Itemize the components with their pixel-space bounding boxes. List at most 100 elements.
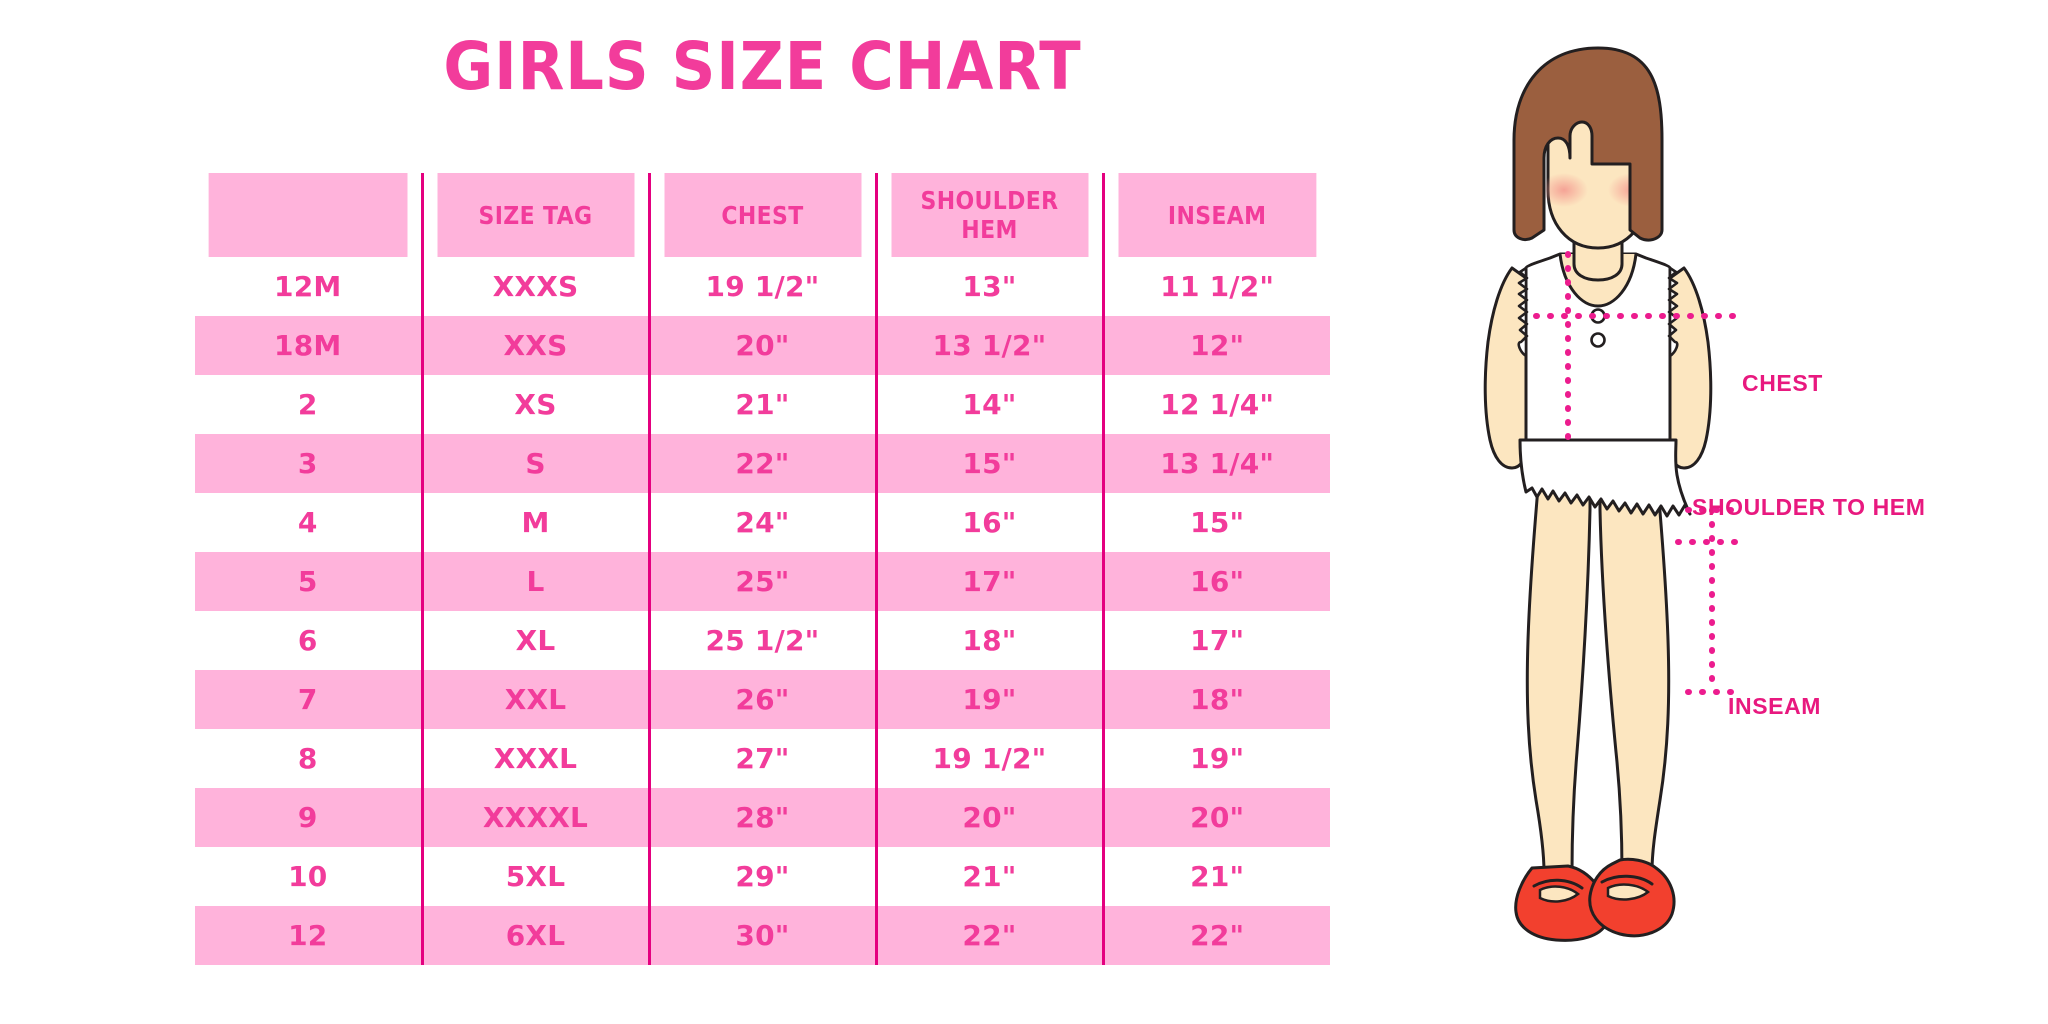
cell-size: 5 bbox=[195, 552, 422, 611]
table-header-row: SIZE TAG CHEST SHOULDER HEM INSEAM bbox=[195, 173, 1330, 257]
size-table: SIZE TAG CHEST SHOULDER HEM INSEAM 12M X… bbox=[195, 173, 1330, 965]
cell-shoulder-hem: 19 1/2" bbox=[874, 729, 1103, 788]
cell-inseam: 17" bbox=[1101, 611, 1330, 670]
cell-size: 10 bbox=[195, 847, 422, 906]
blush-left bbox=[1540, 173, 1588, 207]
cell-chest: 19 1/2" bbox=[647, 257, 876, 316]
table-row: 10 5XL 29" 21" 21" bbox=[195, 847, 1330, 906]
table-row: 18M XXS 20" 13 1/2" 12" bbox=[195, 316, 1330, 375]
top-button-lower bbox=[1590, 332, 1606, 348]
table-row: 9 XXXXL 28" 20" 20" bbox=[195, 788, 1330, 847]
cell-inseam: 15" bbox=[1101, 493, 1330, 552]
table-row: 3 S 22" 15" 13 1/4" bbox=[195, 434, 1330, 493]
right-shoe-opening bbox=[1606, 883, 1651, 901]
cell-chest: 22" bbox=[647, 434, 876, 493]
table-row: 8 XXXL 27" 19 1/2" 19" bbox=[195, 729, 1330, 788]
cell-shoulder-hem: 18" bbox=[874, 611, 1103, 670]
cell-size: 9 bbox=[195, 788, 422, 847]
right-shoe-strap bbox=[1600, 874, 1654, 886]
inseam-measurement-label: INSEAM bbox=[1728, 693, 1822, 719]
cell-shoulder-hem: 19" bbox=[874, 670, 1103, 729]
girl-illustration bbox=[1440, 40, 1770, 970]
cell-size: 4 bbox=[195, 493, 422, 552]
column-header-chest: CHEST bbox=[661, 173, 863, 257]
cell-chest: 30" bbox=[647, 906, 876, 965]
cell-inseam: 19" bbox=[1101, 729, 1330, 788]
ruffled-skirt bbox=[1518, 438, 1692, 518]
cell-shoulder-hem: 15" bbox=[874, 434, 1103, 493]
chest-measurement-label: CHEST bbox=[1742, 370, 1823, 396]
cell-chest: 25" bbox=[647, 552, 876, 611]
column-header-inseam: INSEAM bbox=[1115, 173, 1317, 257]
right-ruffle-sleeve bbox=[1667, 266, 1679, 358]
cell-size-tag: S bbox=[420, 434, 649, 493]
cell-size: 3 bbox=[195, 434, 422, 493]
left-ruffle-sleeve bbox=[1517, 266, 1529, 358]
cell-chest: 20" bbox=[647, 316, 876, 375]
shoes-group bbox=[1514, 857, 1676, 942]
cell-inseam: 12 1/4" bbox=[1101, 375, 1330, 434]
cell-inseam: 13 1/4" bbox=[1101, 434, 1330, 493]
cell-chest: 26" bbox=[647, 670, 876, 729]
figure-legs-group bbox=[1525, 438, 1671, 874]
measurement-guides-group bbox=[1533, 251, 1743, 695]
cell-size-tag: XXXS bbox=[420, 257, 649, 316]
right-leg bbox=[1598, 438, 1671, 874]
table-row: 12 6XL 30" 22" 22" bbox=[195, 906, 1330, 965]
cell-size: 6 bbox=[195, 611, 422, 670]
cell-size-tag: M bbox=[420, 493, 649, 552]
cell-size-tag: 5XL bbox=[420, 847, 649, 906]
cell-chest: 21" bbox=[647, 375, 876, 434]
cell-chest: 24" bbox=[647, 493, 876, 552]
cell-inseam: 21" bbox=[1101, 847, 1330, 906]
table-body: 12M XXXS 19 1/2" 13" 11 1/2" 18M XXS 20"… bbox=[195, 257, 1330, 965]
cell-inseam: 20" bbox=[1101, 788, 1330, 847]
table-row: 6 XL 25 1/2" 18" 17" bbox=[195, 611, 1330, 670]
cell-chest: 29" bbox=[647, 847, 876, 906]
table-row: 7 XXL 26" 19" 18" bbox=[195, 670, 1330, 729]
top-group bbox=[1517, 252, 1679, 442]
cell-inseam: 18" bbox=[1101, 670, 1330, 729]
cell-size: 12M bbox=[195, 257, 422, 316]
cell-size-tag: L bbox=[420, 552, 649, 611]
cell-chest: 27" bbox=[647, 729, 876, 788]
column-header-size-tag: SIZE TAG bbox=[434, 173, 636, 257]
right-arm bbox=[1668, 266, 1713, 470]
cell-shoulder-hem: 22" bbox=[874, 906, 1103, 965]
cell-size: 12 bbox=[195, 906, 422, 965]
cell-shoulder-hem: 13 1/2" bbox=[874, 316, 1103, 375]
cell-size-tag: XL bbox=[420, 611, 649, 670]
cell-shoulder-hem: 16" bbox=[874, 493, 1103, 552]
page-title: GIRLS SIZE CHART bbox=[443, 28, 1082, 105]
table-row: 2 XS 21" 14" 12 1/4" bbox=[195, 375, 1330, 434]
cell-shoulder-hem: 20" bbox=[874, 788, 1103, 847]
column-header-size bbox=[208, 173, 409, 257]
table-header: SIZE TAG CHEST SHOULDER HEM INSEAM bbox=[195, 173, 1330, 257]
left-shoe-opening bbox=[1538, 885, 1581, 903]
cell-size-tag: XXXL bbox=[420, 729, 649, 788]
shoulder-to-hem-measurement-label: SHOULDER TO HEM bbox=[1692, 494, 1926, 520]
table-row: 5 L 25" 17" 16" bbox=[195, 552, 1330, 611]
table-row: 4 M 24" 16" 15" bbox=[195, 493, 1330, 552]
cell-shoulder-hem: 13" bbox=[874, 257, 1103, 316]
cell-inseam: 12" bbox=[1101, 316, 1330, 375]
cell-size-tag: XXS bbox=[420, 316, 649, 375]
cell-size-tag: XXXXL bbox=[420, 788, 649, 847]
hair bbox=[1512, 46, 1664, 242]
cell-chest: 25 1/2" bbox=[647, 611, 876, 670]
cell-size: 2 bbox=[195, 375, 422, 434]
left-shoe-strap bbox=[1532, 878, 1584, 890]
cell-size-tag: XXL bbox=[420, 670, 649, 729]
cell-chest: 28" bbox=[647, 788, 876, 847]
head-group bbox=[1512, 46, 1664, 282]
cell-size-tag: XS bbox=[420, 375, 649, 434]
cell-size: 8 bbox=[195, 729, 422, 788]
cell-shoulder-hem: 17" bbox=[874, 552, 1103, 611]
skirt-group bbox=[1518, 438, 1692, 518]
cell-inseam: 11 1/2" bbox=[1101, 257, 1330, 316]
cell-shoulder-hem: 21" bbox=[874, 847, 1103, 906]
table-row: 12M XXXS 19 1/2" 13" 11 1/2" bbox=[195, 257, 1330, 316]
left-arm bbox=[1483, 266, 1528, 470]
left-leg bbox=[1525, 438, 1592, 874]
